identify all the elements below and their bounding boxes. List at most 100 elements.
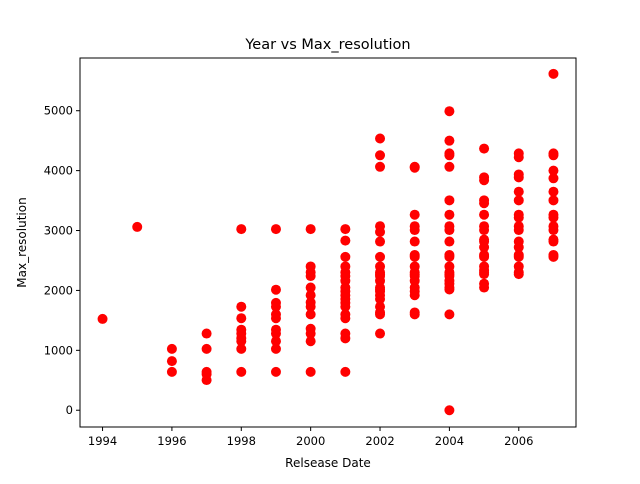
data-point [479,225,490,236]
data-point [444,209,455,220]
data-point [166,366,177,377]
data-point [270,301,281,312]
data-point [305,224,316,235]
x-tick-label: 2000 [296,434,325,448]
data-point [132,221,143,232]
data-point [444,161,455,172]
data-point [479,282,490,293]
data-point [513,242,524,253]
data-point [444,236,455,247]
data-point [479,198,490,209]
data-point [548,173,559,184]
data-point [270,313,281,324]
data-point [548,195,559,206]
data-point [513,251,524,262]
data-point [409,251,420,262]
x-tick-label: 2006 [504,434,533,448]
data-point [305,366,316,377]
data-point [305,271,316,282]
y-tick-label: 2000 [44,283,73,297]
data-point [375,161,386,172]
data-point [340,301,351,312]
x-axis-ticks: 1994 1996 1998 2000 2002 2004 2006 [88,427,533,448]
data-point [409,290,420,301]
data-point [375,150,386,161]
data-point [479,242,490,253]
data-point [340,251,351,262]
data-point [444,195,455,206]
x-tick-label: 1998 [227,434,256,448]
data-point [479,209,490,220]
data-point [270,366,281,377]
plot-area [80,58,576,427]
data-point [340,313,351,324]
x-tick-label: 1994 [88,434,117,448]
data-point [340,235,351,246]
y-tick-label: 0 [66,403,73,417]
data-point [444,135,455,146]
data-point [548,236,559,247]
data-point [270,284,281,295]
data-point [375,251,386,262]
data-point [375,294,386,305]
chart-title: Year vs Max_resolution [244,37,410,53]
data-point [548,186,559,197]
data-point [444,309,455,320]
data-point [236,313,247,324]
data-point [513,172,524,183]
data-point [236,301,247,312]
data-point [201,343,212,354]
data-point [236,224,247,235]
data-point [166,343,177,354]
data-point [409,209,420,220]
data-point [270,224,281,235]
y-tick-label: 1000 [44,343,73,357]
y-tick-label: 5000 [44,104,73,118]
data-point [513,269,524,280]
data-point [340,333,351,344]
data-point [513,225,524,236]
data-point [479,175,490,186]
y-axis-label: Max_resolution [15,197,29,287]
data-point [270,343,281,354]
data-point [444,405,455,416]
data-point [375,133,386,144]
data-point [548,212,559,223]
data-point [548,150,559,161]
x-tick-label: 2002 [365,434,394,448]
data-point [409,236,420,247]
data-point [236,336,247,347]
data-point [305,336,316,347]
axes-frame [79,57,577,428]
data-point [270,336,281,347]
x-tick-label: 2004 [435,434,464,448]
x-axis-label: Relsease Date [285,456,371,470]
y-tick-label: 3000 [44,224,73,238]
data-point [305,301,316,312]
data-point [444,225,455,236]
data-point [375,226,386,237]
data-point [409,309,420,320]
data-point [479,269,490,280]
data-point [340,224,351,235]
data-point [479,251,490,262]
data-point [97,313,108,324]
data-point [513,186,524,197]
data-point [444,106,455,117]
data-point [409,162,420,173]
data-point [548,68,559,79]
data-point [305,309,316,320]
data-point [513,152,524,163]
data-point [305,290,316,301]
data-point [444,284,455,295]
data-point [479,143,490,154]
data-point [548,251,559,262]
data-point [513,212,524,223]
data-point [201,328,212,339]
data-point [375,236,386,247]
data-point [305,328,316,339]
data-points [97,68,559,416]
data-point [444,251,455,262]
data-point [409,225,420,236]
